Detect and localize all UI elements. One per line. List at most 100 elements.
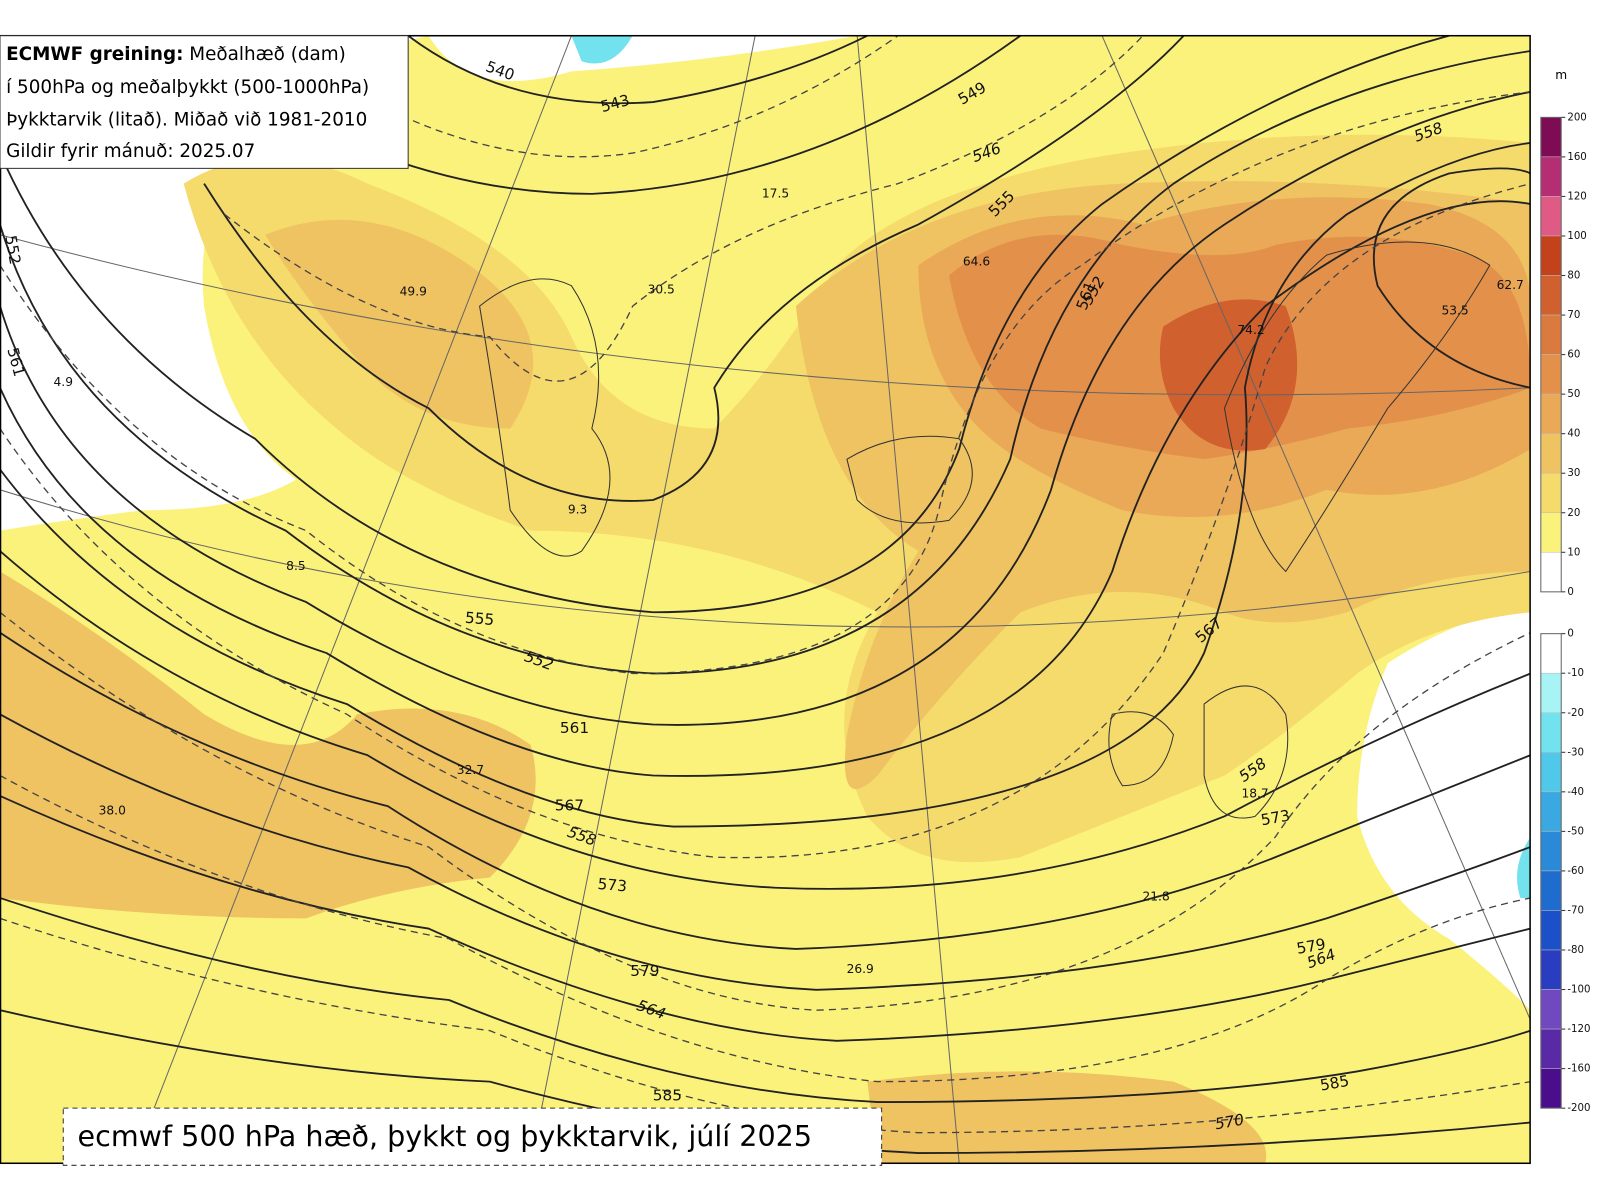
colorbar-tick-label: -200 (1567, 1103, 1590, 1114)
anomaly-label: 64.6 (963, 255, 990, 269)
anomaly-label: 32.7 (457, 763, 484, 777)
colorbar-tick-label: 50 (1567, 389, 1580, 400)
caption-background (62, 1107, 883, 1166)
coastlines (479, 241, 1491, 819)
height-label: 561 (560, 719, 589, 737)
colorbar-segment (1540, 196, 1562, 237)
legend-text: Gildir fyrir mánuð: 2025.07 (6, 141, 255, 162)
anomaly-label: 53.5 (1441, 304, 1468, 318)
colorbar-unit: m (1555, 68, 1567, 82)
colorbar-segment (1540, 472, 1562, 514)
colorbar-segment (1540, 393, 1562, 434)
colorbar-tick-label: -70 (1567, 905, 1584, 916)
height-label: 585 (653, 1086, 682, 1104)
colorbar-tick-label: 160 (1567, 152, 1586, 163)
thickness-label: 570 (1214, 1111, 1246, 1134)
legend-text: í 500hPa og meðalþykkt (500-1000hPa) (6, 77, 369, 98)
colorbar-segment (1540, 552, 1562, 593)
colorbar-segment (1540, 1028, 1562, 1069)
anomaly-label: 38.0 (99, 804, 126, 818)
colorbar-tick-label: -20 (1567, 708, 1584, 719)
colorbar-tick-label: 0 (1567, 587, 1573, 598)
legend-title: ECMWF greining: (6, 44, 183, 65)
colorbar-segment (1540, 354, 1562, 395)
colorbar-tick-label: 20 (1567, 508, 1580, 519)
map (0, 35, 1531, 1164)
colorbar-tick-label: 70 (1567, 310, 1580, 321)
colorbar-tick-label: -40 (1567, 787, 1584, 798)
height-label: 552 (1, 234, 24, 266)
colorbar-tick-label: -60 (1567, 866, 1584, 877)
colorbar-tick-label: 100 (1567, 231, 1586, 242)
colorbar-tick-label: -80 (1567, 945, 1584, 956)
anomaly-label: 21.8 (1142, 889, 1169, 903)
anomaly-70 (1159, 299, 1298, 451)
legend-background (0, 35, 409, 169)
anomaly-30 (0, 571, 536, 919)
colorbar-tick-label: 30 (1567, 468, 1580, 479)
colorbar-segment (1540, 752, 1562, 793)
legend-text: Meðalhæð (dam) (189, 44, 346, 65)
colorbar-frame (1540, 116, 1562, 593)
caption: ecmwf 500 hPa hæð, þykkt og þykktarvik, … (78, 1119, 812, 1153)
colorbar-tick-label: 0 (1567, 629, 1573, 640)
colorbar-tick-label: 10 (1567, 547, 1580, 558)
colorbar-segment (1540, 949, 1562, 990)
anomaly-label: 74.2 (1237, 323, 1264, 337)
anomaly-label: 4.9 (54, 375, 73, 389)
height-label: 555 (464, 609, 495, 629)
height-label: 573 (1259, 806, 1291, 829)
colorbar-tick-label: -50 (1567, 826, 1584, 837)
caption-box: ecmwf 500 hPa hæð, þykkt og þykktarvik, … (62, 1107, 883, 1166)
colorbar-segment (1540, 791, 1562, 832)
colorbar-segment (1540, 910, 1562, 951)
colorbar-tick-label: 60 (1567, 350, 1580, 361)
anomaly-label: 49.9 (400, 284, 427, 298)
colorbar-tick-label: -10 (1567, 668, 1584, 679)
colorbar-segment (1540, 156, 1562, 197)
colorbar-segment (1540, 235, 1562, 276)
colorbar-segment (1540, 633, 1562, 674)
colorbar-segment (1540, 989, 1562, 1030)
colorbar-segment (1540, 275, 1562, 316)
height-label: 579 (630, 962, 659, 980)
colorbar-frame (1540, 633, 1562, 1109)
graticule (0, 35, 1531, 1164)
legend-text: Þykktarvik (litað). Miðað við 1981-2010 (6, 109, 367, 130)
colorbar-tick-label: -30 (1567, 747, 1584, 758)
colorbar-tick-label: -120 (1567, 1024, 1590, 1035)
white-area (1357, 602, 1531, 1011)
colorbar-tick-label: 200 (1567, 112, 1586, 123)
colorbar-tick-label: 40 (1567, 429, 1580, 440)
colorbar-segment (1540, 117, 1562, 158)
anomaly-label: 30.5 (648, 282, 675, 296)
legend-box: ECMWF greining: Meðalhæð (dam) í 500hPa … (0, 35, 409, 169)
colorbar-tick-label: -160 (1567, 1064, 1590, 1075)
height-label: 585 (1319, 1072, 1351, 1095)
colorbar-tick-label: 80 (1567, 271, 1580, 282)
cold-area (1517, 836, 1531, 898)
legend-line: ECMWF greining: Meðalhæð (dam) (6, 44, 346, 65)
colorbar-segment (1540, 314, 1562, 355)
anomaly-label: 62.7 (1497, 278, 1524, 292)
anomaly-label: 18.7 (1241, 786, 1268, 800)
colorbar-segment (1540, 870, 1562, 911)
anomaly-label: 8.5 (286, 559, 305, 573)
colorbar-segment (1540, 1068, 1562, 1109)
thickness-contours (0, 35, 1531, 1134)
colorbar-segment (1540, 831, 1562, 872)
colorbar-tick-label: 120 (1567, 191, 1586, 202)
anomaly-label: 17.5 (762, 186, 789, 200)
colorbar-segment (1540, 712, 1562, 753)
cold-area (571, 35, 633, 64)
colorbar-segment (1540, 433, 1562, 474)
anomaly-30 (265, 219, 534, 429)
colorbar-tick-label: -100 (1567, 985, 1590, 996)
colorbar-segment (1540, 672, 1562, 714)
anomaly-30 (867, 1071, 1267, 1164)
anomaly-label: 9.3 (568, 503, 587, 517)
colorbar-segment (1540, 512, 1562, 553)
height-label: 579 (1295, 935, 1327, 958)
